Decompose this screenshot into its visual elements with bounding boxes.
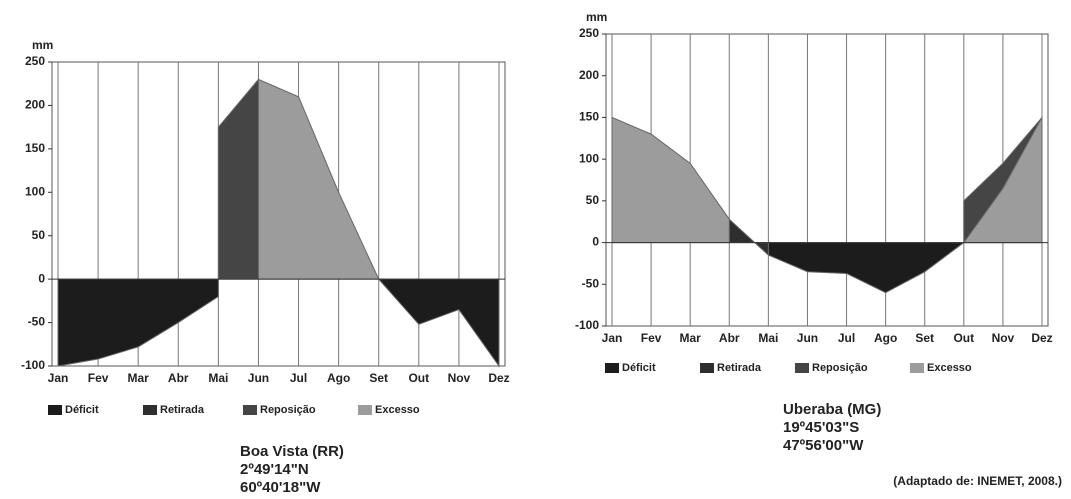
x-tick-label: Mai [208, 371, 228, 385]
station-coord: 60º40'18"W [240, 479, 321, 496]
y-tick-label: -50 [28, 315, 46, 329]
x-tick-label: Nov [992, 331, 1015, 345]
legend-label: Excesso [927, 362, 972, 374]
x-tick-label: Jul [290, 371, 307, 385]
y-axis-label: mm [586, 10, 607, 24]
x-tick-label: Mar [128, 371, 150, 385]
station-coord: 19º45'03"S [783, 419, 859, 436]
y-tick-label: 200 [579, 68, 599, 82]
x-tick-label: Dez [488, 371, 509, 385]
x-tick-label: Abr [168, 371, 189, 385]
y-tick-label: -100 [21, 358, 45, 372]
x-tick-label: Fev [88, 371, 109, 385]
source: (Adaptado de: INEMET, 2008.) [893, 474, 1062, 488]
legend-label: Reposição [812, 362, 868, 374]
y-tick-label: 250 [579, 26, 599, 40]
x-tick-label: Ago [874, 331, 897, 345]
y-tick-label: 150 [25, 141, 45, 155]
x-tick-label: Mai [758, 331, 778, 345]
station-coord: 2º49'14"N [240, 461, 309, 478]
y-tick-label: -50 [582, 276, 600, 290]
legend-swatch [358, 405, 372, 415]
legend-swatch [143, 405, 157, 415]
y-tick-label: 250 [25, 54, 45, 68]
x-tick-label: Ago [327, 371, 350, 385]
legend-swatch [605, 363, 619, 373]
y-tick-label: 100 [25, 184, 45, 198]
x-tick-label: Mar [680, 331, 702, 345]
legend-label: Déficit [65, 404, 99, 416]
station-title: Boa Vista (RR) [240, 443, 344, 460]
legend-label: Excesso [375, 404, 420, 416]
x-tick-label: Jul [838, 331, 855, 345]
legend-swatch [910, 363, 924, 373]
station-title: Uberaba (MG) [783, 401, 881, 418]
legend-swatch [795, 363, 809, 373]
legend-swatch [700, 363, 714, 373]
area [767, 242, 966, 294]
y-tick-label: 100 [579, 151, 599, 165]
y-tick-label: 50 [586, 193, 600, 207]
x-tick-label: Set [915, 331, 934, 345]
x-tick-label: Set [369, 371, 388, 385]
y-tick-label: 50 [32, 228, 46, 242]
x-tick-label: Out [953, 331, 974, 345]
y-tick-label: 0 [592, 235, 599, 249]
legend-label: Retirada [160, 404, 205, 416]
x-tick-label: Jun [797, 331, 818, 345]
legend-label: Reposição [260, 404, 316, 416]
legend-swatch [48, 405, 62, 415]
x-tick-label: Jan [602, 331, 623, 345]
y-tick-label: 0 [38, 271, 45, 285]
y-tick-label: 150 [579, 110, 599, 124]
legend-label: Déficit [622, 362, 656, 374]
x-tick-label: Fev [641, 331, 662, 345]
x-tick-label: Dez [1031, 331, 1052, 345]
x-tick-label: Out [408, 371, 429, 385]
legend-label: Retirada [717, 362, 762, 374]
legend-swatch [243, 405, 257, 415]
y-axis-label: mm [32, 38, 53, 52]
x-tick-label: Jan [48, 371, 69, 385]
y-tick-label: -100 [575, 318, 599, 332]
y-tick-label: 200 [25, 98, 45, 112]
x-tick-label: Jun [248, 371, 269, 385]
area [57, 278, 219, 367]
x-tick-label: Abr [719, 331, 740, 345]
station-coord: 47º56'00"W [783, 437, 864, 454]
x-tick-label: Nov [448, 371, 471, 385]
